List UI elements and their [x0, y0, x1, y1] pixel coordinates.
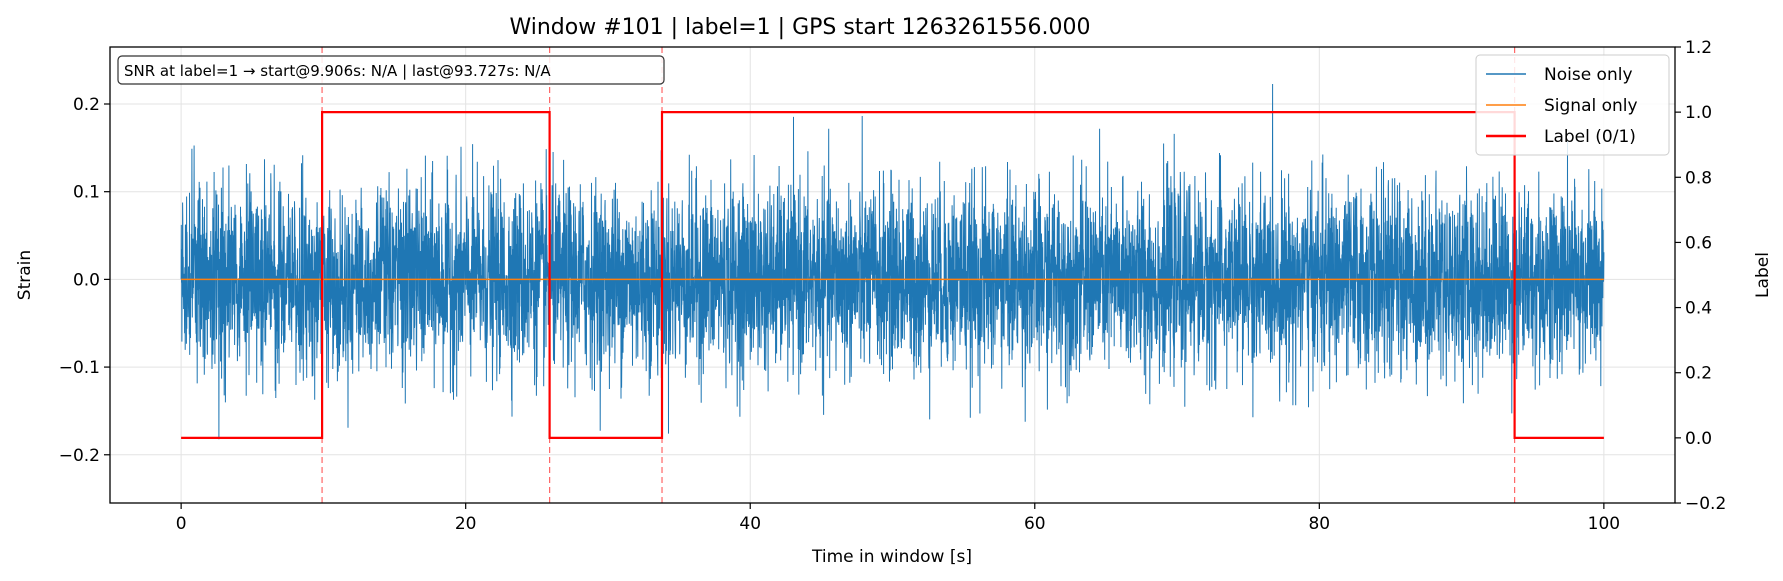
noise-line: [180, 83, 1605, 440]
y-axis-right: 1.2 1.0 0.8 0.6 0.4 0.2 0.0 −0.2: [1675, 38, 1726, 514]
y-right-tick-label: 0.8: [1685, 168, 1712, 188]
y-right-tick-label: 0.4: [1685, 299, 1712, 319]
plot-frame: [109, 46, 1676, 504]
label-series: [181, 111, 1604, 439]
label-line: [181, 111, 1604, 439]
x-tick-label: 80: [1308, 514, 1330, 534]
annotation-box: SNR at label=1 → start@9.906s: N/A | las…: [117, 55, 665, 85]
y-tick-label: 0.2: [73, 95, 100, 115]
legend: Noise only Signal only Label (0/1): [1475, 54, 1670, 156]
x-axis: 0 20 40 60 80 100: [176, 503, 1620, 534]
y-tick-label: −0.2: [59, 446, 100, 466]
y-right-tick-label: 0.0: [1685, 429, 1712, 449]
x-tick-label: 20: [455, 514, 477, 534]
x-tick-label: 100: [1588, 514, 1620, 534]
y-tick-label: 0.1: [73, 183, 100, 203]
legend-label: Label (0/1): [1544, 127, 1636, 147]
x-tick-label: 40: [739, 514, 761, 534]
y-tick-label: 0.0: [73, 270, 100, 290]
annotation-frame: [117, 55, 665, 85]
y-right-tick-label: 0.2: [1685, 364, 1712, 384]
y-axis-left: 0.2 0.1 0.0 −0.1 −0.2: [59, 95, 110, 466]
legend-label: Noise only: [1544, 65, 1633, 85]
y-axis-label: Strain: [15, 250, 35, 300]
annotation-text: SNR at label=1 → start@9.906s: N/A | las…: [124, 62, 551, 80]
y-right-tick-label: −0.2: [1685, 494, 1726, 514]
y-axis-right-label: Label: [1753, 252, 1773, 298]
y-right-tick-label: 1.2: [1685, 38, 1712, 58]
y-tick-label: −0.1: [59, 358, 100, 378]
legend-label: Signal only: [1544, 96, 1638, 116]
y-right-tick-label: 1.0: [1685, 103, 1712, 123]
x-axis-label: Time in window [s]: [811, 547, 972, 567]
chart-title: Window #101 | label=1 | GPS start 126326…: [509, 15, 1090, 40]
legend-frame: [1475, 54, 1670, 156]
y-right-tick-label: 0.6: [1685, 233, 1712, 253]
x-tick-label: 0: [176, 514, 187, 534]
noise-series: [180, 83, 1605, 440]
x-tick-label: 60: [1024, 514, 1046, 534]
